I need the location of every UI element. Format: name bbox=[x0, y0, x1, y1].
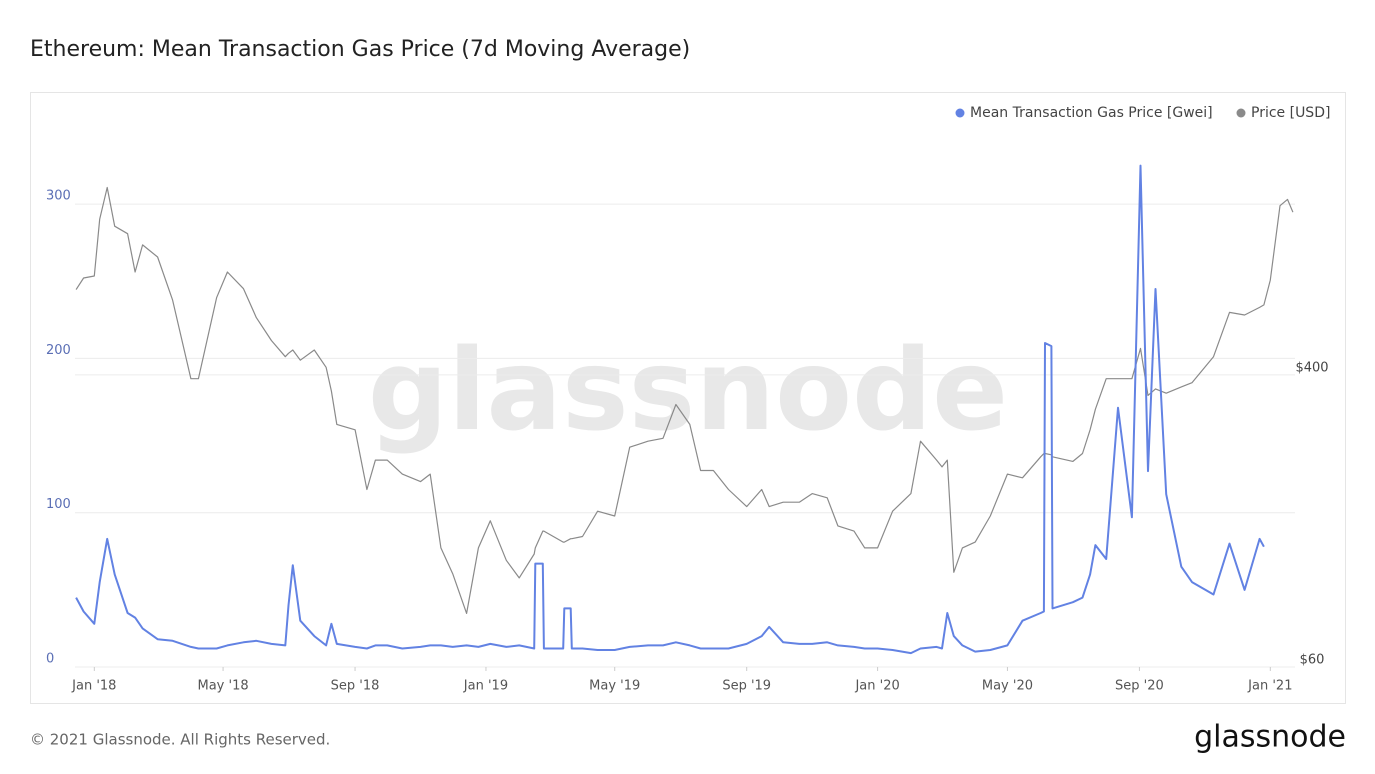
x-tick-label: May '19 bbox=[589, 679, 640, 694]
series-line bbox=[75, 186, 1294, 614]
series-line bbox=[75, 164, 1265, 655]
legend-marker bbox=[1236, 108, 1246, 118]
watermark: glassnode bbox=[368, 326, 1008, 456]
x-tick-label: Sep '20 bbox=[1115, 679, 1164, 694]
y-tick-label: 300 bbox=[46, 189, 71, 204]
x-tick-label: May '18 bbox=[198, 679, 249, 694]
x-tick-label: Jan '19 bbox=[463, 679, 508, 694]
legend-label: Price [USD] bbox=[1251, 105, 1330, 121]
legend-label: Mean Transaction Gas Price [Gwei] bbox=[970, 105, 1213, 121]
y2-tick-label: $400 bbox=[1295, 360, 1328, 375]
y-tick-label: 100 bbox=[46, 497, 71, 512]
x-tick-label: Jan '18 bbox=[71, 679, 116, 694]
x-tick-label: Jan '21 bbox=[1247, 679, 1292, 694]
y-tick-label: 0 bbox=[46, 652, 54, 667]
chart-frame bbox=[30, 92, 1346, 704]
legend-marker bbox=[955, 108, 965, 118]
x-tick-label: Sep '19 bbox=[722, 679, 771, 694]
x-tick-label: Jan '20 bbox=[854, 679, 899, 694]
logo: glassnode bbox=[1194, 720, 1346, 755]
footer: © 2021 Glassnode. All Rights Reserved. bbox=[30, 731, 330, 749]
x-tick-label: Sep '18 bbox=[331, 679, 380, 694]
y2-tick-label: $60 bbox=[1300, 653, 1325, 668]
x-tick-label: May '20 bbox=[982, 679, 1033, 694]
y-tick-label: 200 bbox=[46, 343, 71, 358]
chart-title: Ethereum: Mean Transaction Gas Price (7d… bbox=[30, 37, 690, 62]
